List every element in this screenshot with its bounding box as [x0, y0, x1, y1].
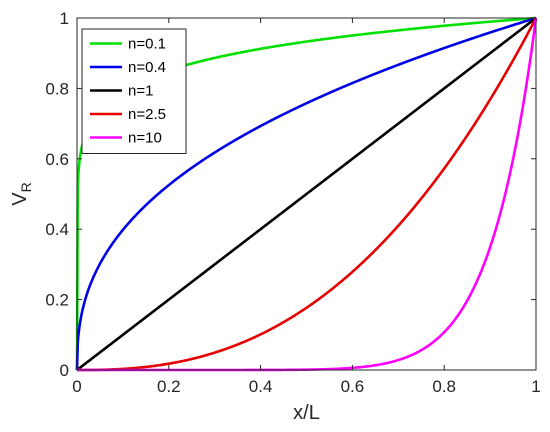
x-tick-label: 1 [531, 377, 540, 396]
axes [76, 17, 537, 371]
legend-entry-label: n=0.1 [128, 36, 166, 53]
y-tick-label: 0.6 [45, 150, 69, 169]
svg-text:VR: VR [9, 182, 34, 205]
y-tick-label: 0.4 [45, 220, 69, 239]
y-tick-label: 0 [60, 361, 69, 380]
legend-entry-label: n=2.5 [128, 106, 166, 123]
axes-box [76, 17, 537, 371]
legend: n=0.1 n=0.4 n=1 n=2.5 n=10 [81, 28, 187, 154]
y-tick-label: 0.8 [45, 79, 69, 98]
x-tick-label: 0.4 [249, 377, 273, 396]
legend-entry-label: n=1 [128, 83, 153, 100]
x-tick-label: 0.6 [341, 377, 365, 396]
x-tick-label: 0.2 [157, 377, 181, 396]
series-line-n-1 [76, 16, 537, 372]
y-tick-label: 1 [60, 9, 69, 28]
tick-labels: 0 0.2 0.4 0.6 0.8 1 0 0.2 0.4 0.6 0.8 1 [45, 9, 540, 396]
series-line-n-0-4 [75, 16, 537, 371]
y-axis-label: VR [9, 182, 34, 205]
x-axis-label: x/L [293, 402, 320, 424]
legend-entry-label: n=10 [128, 130, 162, 147]
legend-entry-label: n=0.4 [128, 59, 166, 76]
x-tick-label: 0 [72, 377, 81, 396]
x-tick-label: 0.8 [432, 377, 456, 396]
series-line-n-2-5 [76, 17, 538, 372]
y-tick-label: 0.2 [45, 291, 69, 310]
